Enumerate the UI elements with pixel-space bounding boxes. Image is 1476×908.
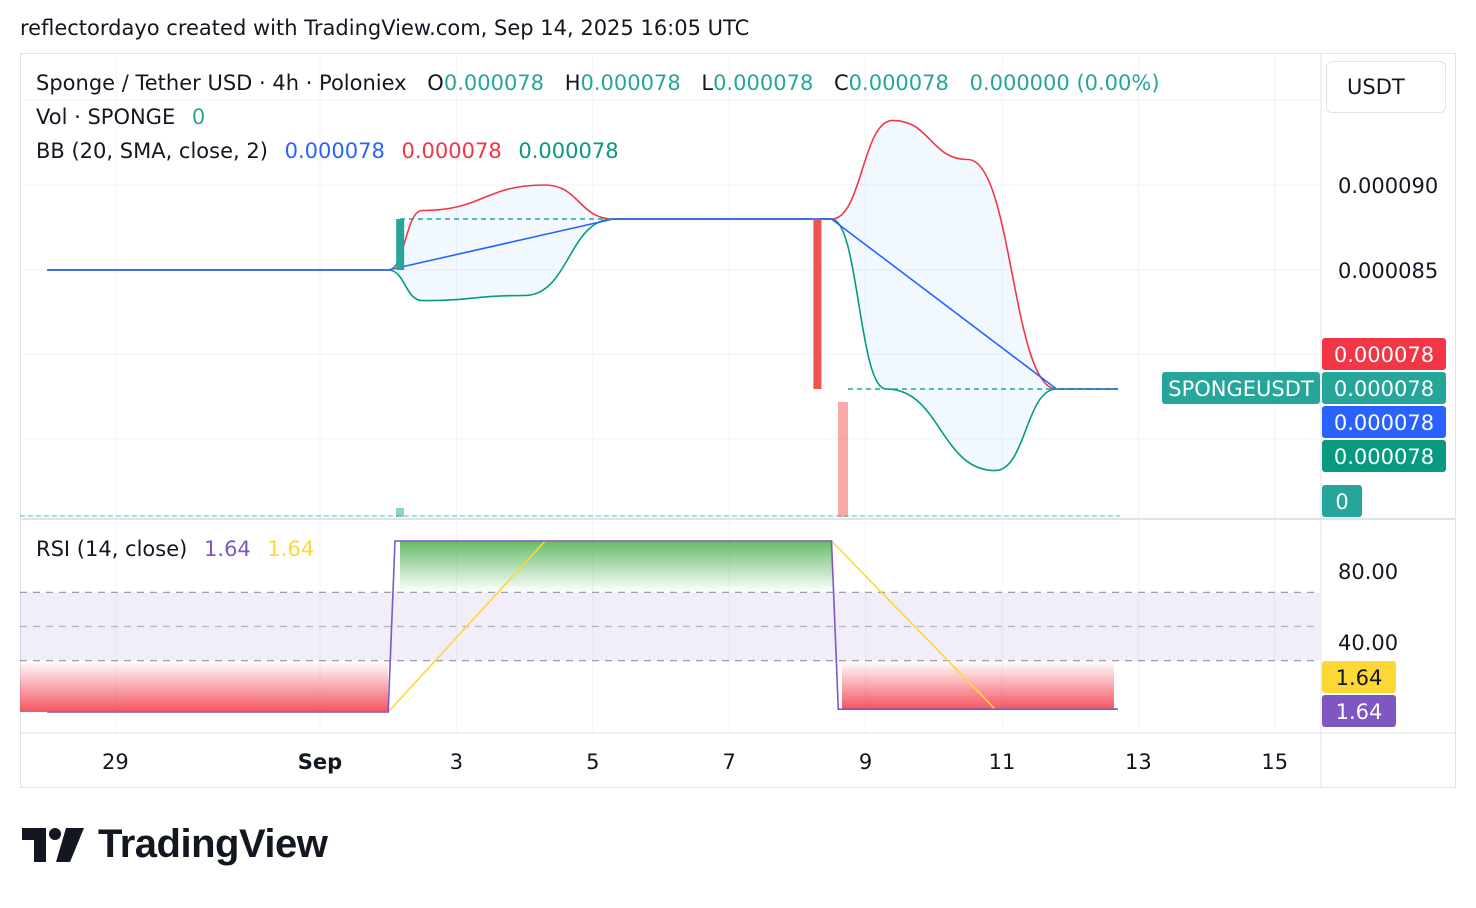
rsi-oversold-fill [842, 660, 1114, 710]
bb-lower-badge-bg [1322, 440, 1446, 472]
time-tick-label: 13 [1125, 750, 1152, 774]
rsi-legend[interactable]: RSI (14, close) 1.64 1.64 [36, 537, 314, 561]
tradingview-logo[interactable]: TradingView [22, 822, 328, 867]
chart-frame [20, 53, 1456, 788]
tradingview-logo-icon [22, 827, 84, 862]
last-price-badge-bg [1322, 372, 1446, 404]
axes: 0.000090 0.000085 80.00 40.00 29 Sep 3 5 7 9 11 13 1… [102, 174, 1438, 774]
tradingview-logo-text: TradingView [98, 822, 328, 866]
rsi-value: 1.64 [204, 537, 251, 561]
chart-header: reflectordayo created with TradingView.c… [20, 16, 750, 40]
volume-label: Vol · SPONGE [36, 105, 176, 129]
candle-up [396, 219, 405, 270]
time-tick-label: 3 [450, 750, 463, 774]
candle-down [813, 219, 822, 389]
rsi-label: RSI (14, close) [36, 537, 188, 561]
time-tick-label: Sep [298, 750, 342, 774]
volume-badge-bg [1322, 485, 1362, 517]
price-tick-label: 0.000090 [1338, 174, 1438, 198]
price-tick-label: 0.000085 [1338, 259, 1438, 283]
time-tick-label: 11 [989, 750, 1016, 774]
rsi-line [47, 540, 1118, 713]
price-pane [20, 119, 1120, 517]
volume-legend[interactable]: Vol · SPONGE 0 [36, 105, 205, 129]
volume-bar [396, 508, 404, 517]
symbol-badge: SPONGEUSDT [1168, 377, 1314, 401]
time-tick-label: 15 [1261, 750, 1288, 774]
bb-upper-value: 0.000078 [401, 139, 502, 163]
rsi-overbought-fill [400, 541, 832, 593]
bb-upper-badge: 0.000078 [1334, 343, 1434, 367]
close-label: C [834, 71, 849, 95]
rsi-ma-badge-bg [1322, 661, 1396, 693]
volume-badge: 0 [1335, 490, 1348, 514]
last-price-badge: 0.000078 [1334, 377, 1434, 401]
time-tick-label: 5 [586, 750, 599, 774]
rsi-badge-bg [1322, 695, 1396, 727]
bb-basis-value: 0.000078 [284, 139, 385, 163]
rsi-tick-label: 80.00 [1338, 560, 1398, 584]
rsi-tick-label: 40.00 [1338, 631, 1398, 655]
bb-legend[interactable]: BB (20, SMA, close, 2) 0.000078 0.000078… [36, 139, 619, 163]
open-value: 0.000078 [443, 71, 545, 95]
rsi-oversold-fill [20, 660, 388, 712]
grid [20, 53, 1456, 788]
open-label: O [427, 71, 444, 95]
bb-band-fill [47, 120, 1118, 471]
close-value: 0.000078 [848, 71, 949, 95]
rsi-pane [20, 540, 1320, 713]
volume-value: 0 [191, 105, 206, 129]
rsi-ma-value: 1.64 [267, 537, 315, 561]
time-tick-label: 9 [859, 750, 872, 774]
rsi-ma-badge: 1.64 [1336, 666, 1383, 690]
symbol-legend[interactable]: Sponge / Tether USD · 4h · Poloniex O0.0… [36, 71, 1160, 95]
volume-bar [838, 402, 848, 517]
price-badges: 0.000078 SPONGEUSDT 0.000078 0.000078 0.0000… [1162, 338, 1446, 727]
high-label: H [564, 71, 581, 95]
bb-label: BB (20, SMA, close, 2) [36, 139, 268, 163]
currency-unit-button[interactable]: USDT [1326, 61, 1446, 113]
bb-lower-value: 0.000078 [518, 139, 619, 163]
symbol-badge-bg [1162, 372, 1320, 404]
low-label: L [701, 71, 714, 95]
change-value: 0.000000 (0.00%) [969, 71, 1160, 95]
bb-basis-badge: 0.000078 [1334, 411, 1434, 435]
bb-upper-badge-bg [1322, 338, 1446, 370]
bb-basis-badge-bg [1322, 406, 1446, 438]
high-value: 0.000078 [580, 71, 681, 95]
low-value: 0.000078 [713, 71, 814, 95]
bb-lower-badge: 0.000078 [1334, 445, 1434, 469]
rsi-badge: 1.64 [1336, 700, 1383, 724]
time-tick-label: 29 [102, 750, 129, 774]
time-tick-label: 7 [723, 750, 736, 774]
symbol-title: Sponge / Tether USD · 4h · Poloniex [36, 71, 407, 95]
